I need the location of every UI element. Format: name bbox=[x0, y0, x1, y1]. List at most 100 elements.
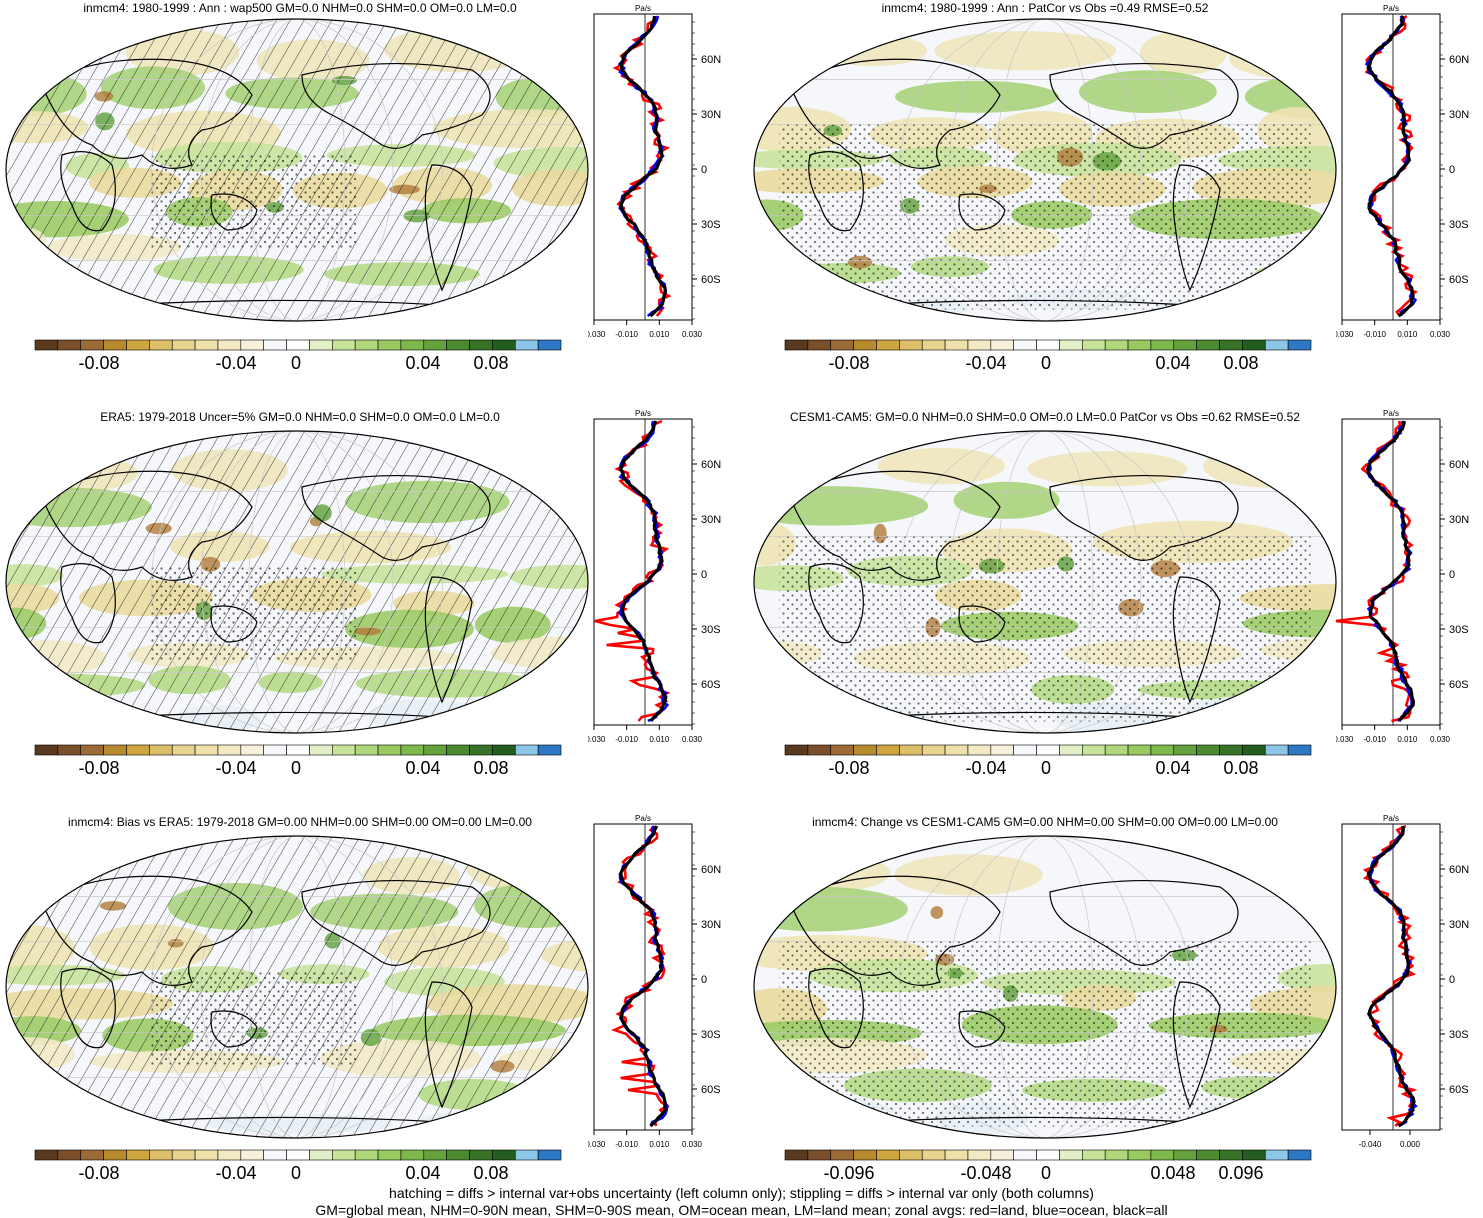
latitude-label: 30S bbox=[701, 1029, 721, 1041]
latitude-label: 60N bbox=[1449, 54, 1469, 66]
panel-title: ERA5: 1979-2018 Uncer=5% GM=0.0 NHM=0.0 … bbox=[100, 410, 500, 424]
colorbar-swatch bbox=[263, 1149, 287, 1161]
world-map bbox=[753, 835, 1337, 1139]
map-panel-1: inmcm4: 1980-1999 : Ann : wap500 GM=0.0 … bbox=[0, 0, 740, 400]
colorbar-swatch bbox=[80, 744, 104, 756]
colorbar-swatch bbox=[1150, 339, 1175, 351]
colorbar-swatch bbox=[899, 339, 923, 351]
colorbar-swatch bbox=[423, 339, 447, 351]
colorbar-swatch bbox=[899, 744, 923, 756]
colorbar-swatch bbox=[446, 1149, 470, 1161]
colorbar-tick-label: 0.096 bbox=[1218, 1163, 1264, 1183]
colorbar-swatch bbox=[171, 1149, 196, 1161]
colorbar-swatch bbox=[80, 339, 104, 351]
colorbar-swatch bbox=[830, 744, 854, 756]
zonal-mean-plot: Pa/s 60N 30N 0 30S 60S -0.030 -0.010 0.010 0.030 bbox=[588, 409, 721, 744]
colorbar-swatch bbox=[1150, 744, 1175, 756]
colorbar-swatch bbox=[34, 744, 59, 756]
latitude-label: 30S bbox=[1449, 624, 1469, 636]
colorbar-swatch bbox=[171, 744, 196, 756]
colorbar-swatch bbox=[876, 1149, 900, 1161]
map-panel-6: inmcm4: Change vs CESM1-CAM5 GM=0.00 NHM… bbox=[748, 810, 1483, 1210]
zonal-series-all bbox=[1366, 825, 1416, 1128]
colorbar-swatch bbox=[57, 1149, 82, 1161]
colorbar-swatch bbox=[400, 339, 425, 351]
colorbar-swatch bbox=[309, 339, 333, 351]
colorbar-swatch bbox=[446, 339, 470, 351]
colorbar-swatch bbox=[784, 744, 809, 756]
zonal-unit-label: Pa/s bbox=[635, 814, 651, 823]
colorbar-swatch bbox=[194, 744, 219, 756]
colorbar-swatch bbox=[1219, 339, 1243, 351]
colorbar-swatch bbox=[1287, 744, 1312, 756]
colorbar-swatch bbox=[149, 1149, 173, 1161]
colorbar-labels: -0.08 -0.04 0 0.04 0.08 bbox=[783, 758, 1313, 778]
latitude-label: 60S bbox=[1449, 1084, 1469, 1096]
colorbar-swatch bbox=[876, 339, 900, 351]
map-panel-4: CESM1-CAM5: GM=0.0 NHM=0.0 SHM=0.0 OM=0.… bbox=[748, 405, 1483, 805]
colorbar-swatch bbox=[1013, 744, 1037, 756]
colorbar bbox=[784, 744, 1312, 756]
colorbar-swatch bbox=[400, 744, 425, 756]
zonal-series-all bbox=[1366, 420, 1415, 722]
colorbar-swatch bbox=[1059, 744, 1083, 756]
colorbar-swatch bbox=[217, 744, 242, 756]
colorbar-swatch bbox=[990, 339, 1014, 351]
colorbar-swatch bbox=[240, 1149, 264, 1161]
colorbar-swatch bbox=[514, 339, 539, 351]
colorbar-tick-label: 0.08 bbox=[1223, 758, 1259, 778]
map-panel-3: ERA5: 1979-2018 Uncer=5% GM=0.0 NHM=0.0 … bbox=[0, 405, 740, 805]
colorbar-swatch bbox=[240, 339, 264, 351]
colorbar-tick-label: 0 bbox=[290, 1163, 302, 1183]
colorbar-swatch bbox=[967, 339, 992, 351]
zonal-tick-label: 0.030 bbox=[1430, 735, 1451, 744]
colorbar-swatch bbox=[1104, 339, 1129, 351]
colorbar-swatch bbox=[1059, 1149, 1083, 1161]
colorbar-swatch bbox=[1196, 1149, 1220, 1161]
colorbar-swatch bbox=[514, 744, 539, 756]
zonal-series-ocean bbox=[618, 420, 670, 723]
colorbar-tick-label: -0.04 bbox=[965, 353, 1007, 373]
zonal-tick-label: -0.010 bbox=[1363, 735, 1386, 744]
colorbar-swatch bbox=[899, 1149, 923, 1161]
colorbar-swatch bbox=[80, 1149, 104, 1161]
colorbar-tick-label: -0.04 bbox=[215, 353, 257, 373]
zonal-tick-label: -0.030 bbox=[588, 735, 606, 744]
colorbar-tick-label: -0.04 bbox=[215, 1163, 257, 1183]
colorbar-swatch bbox=[1036, 744, 1060, 756]
colorbar-tick-label: 0 bbox=[290, 758, 302, 778]
colorbar-swatch bbox=[514, 1149, 539, 1161]
colorbar-swatch bbox=[171, 339, 196, 351]
zonal-tick-label: -0.030 bbox=[1336, 330, 1354, 339]
latitude-label: 60S bbox=[1449, 274, 1469, 286]
colorbar-swatch bbox=[537, 744, 562, 756]
colorbar-swatch bbox=[423, 1149, 447, 1161]
latitude-label: 0 bbox=[1449, 164, 1455, 176]
zonal-tick-label: 0.030 bbox=[682, 1140, 703, 1149]
zonal-tick-label: -0.010 bbox=[1363, 330, 1386, 339]
latitude-label: 60N bbox=[701, 54, 721, 66]
colorbar-swatch bbox=[400, 1149, 425, 1161]
colorbar-swatch bbox=[492, 339, 516, 351]
colorbar-swatch bbox=[807, 1149, 832, 1161]
colorbar-swatch bbox=[944, 744, 969, 756]
colorbar-swatch bbox=[1127, 1149, 1152, 1161]
latitude-label: 30N bbox=[1449, 919, 1469, 931]
colorbar-tick-label: 0.08 bbox=[473, 353, 509, 373]
map-panel-5: inmcm4: Bias vs ERA5: 1979-2018 GM=0.00 … bbox=[0, 810, 740, 1210]
zonal-series-all bbox=[618, 420, 668, 722]
colorbar-swatch bbox=[1036, 1149, 1060, 1161]
latitude-label: 60N bbox=[1449, 864, 1469, 876]
colorbar-tick-label: 0.04 bbox=[405, 758, 441, 778]
panel-title: inmcm4: 1980-1999 : Ann : PatCor vs Obs … bbox=[881, 1, 1209, 15]
colorbar-swatch bbox=[354, 1149, 379, 1161]
colorbar-swatch bbox=[1059, 339, 1083, 351]
colorbar-tick-label: 0.08 bbox=[1223, 353, 1259, 373]
colorbar-swatch bbox=[921, 1149, 946, 1161]
colorbar-swatch bbox=[1287, 339, 1312, 351]
colorbar-swatch bbox=[1242, 339, 1266, 351]
zonal-tick-label: 0.010 bbox=[649, 330, 670, 339]
colorbar-swatch bbox=[1196, 744, 1220, 756]
colorbar-swatch bbox=[1219, 1149, 1243, 1161]
latitude-label: 0 bbox=[1449, 974, 1455, 986]
